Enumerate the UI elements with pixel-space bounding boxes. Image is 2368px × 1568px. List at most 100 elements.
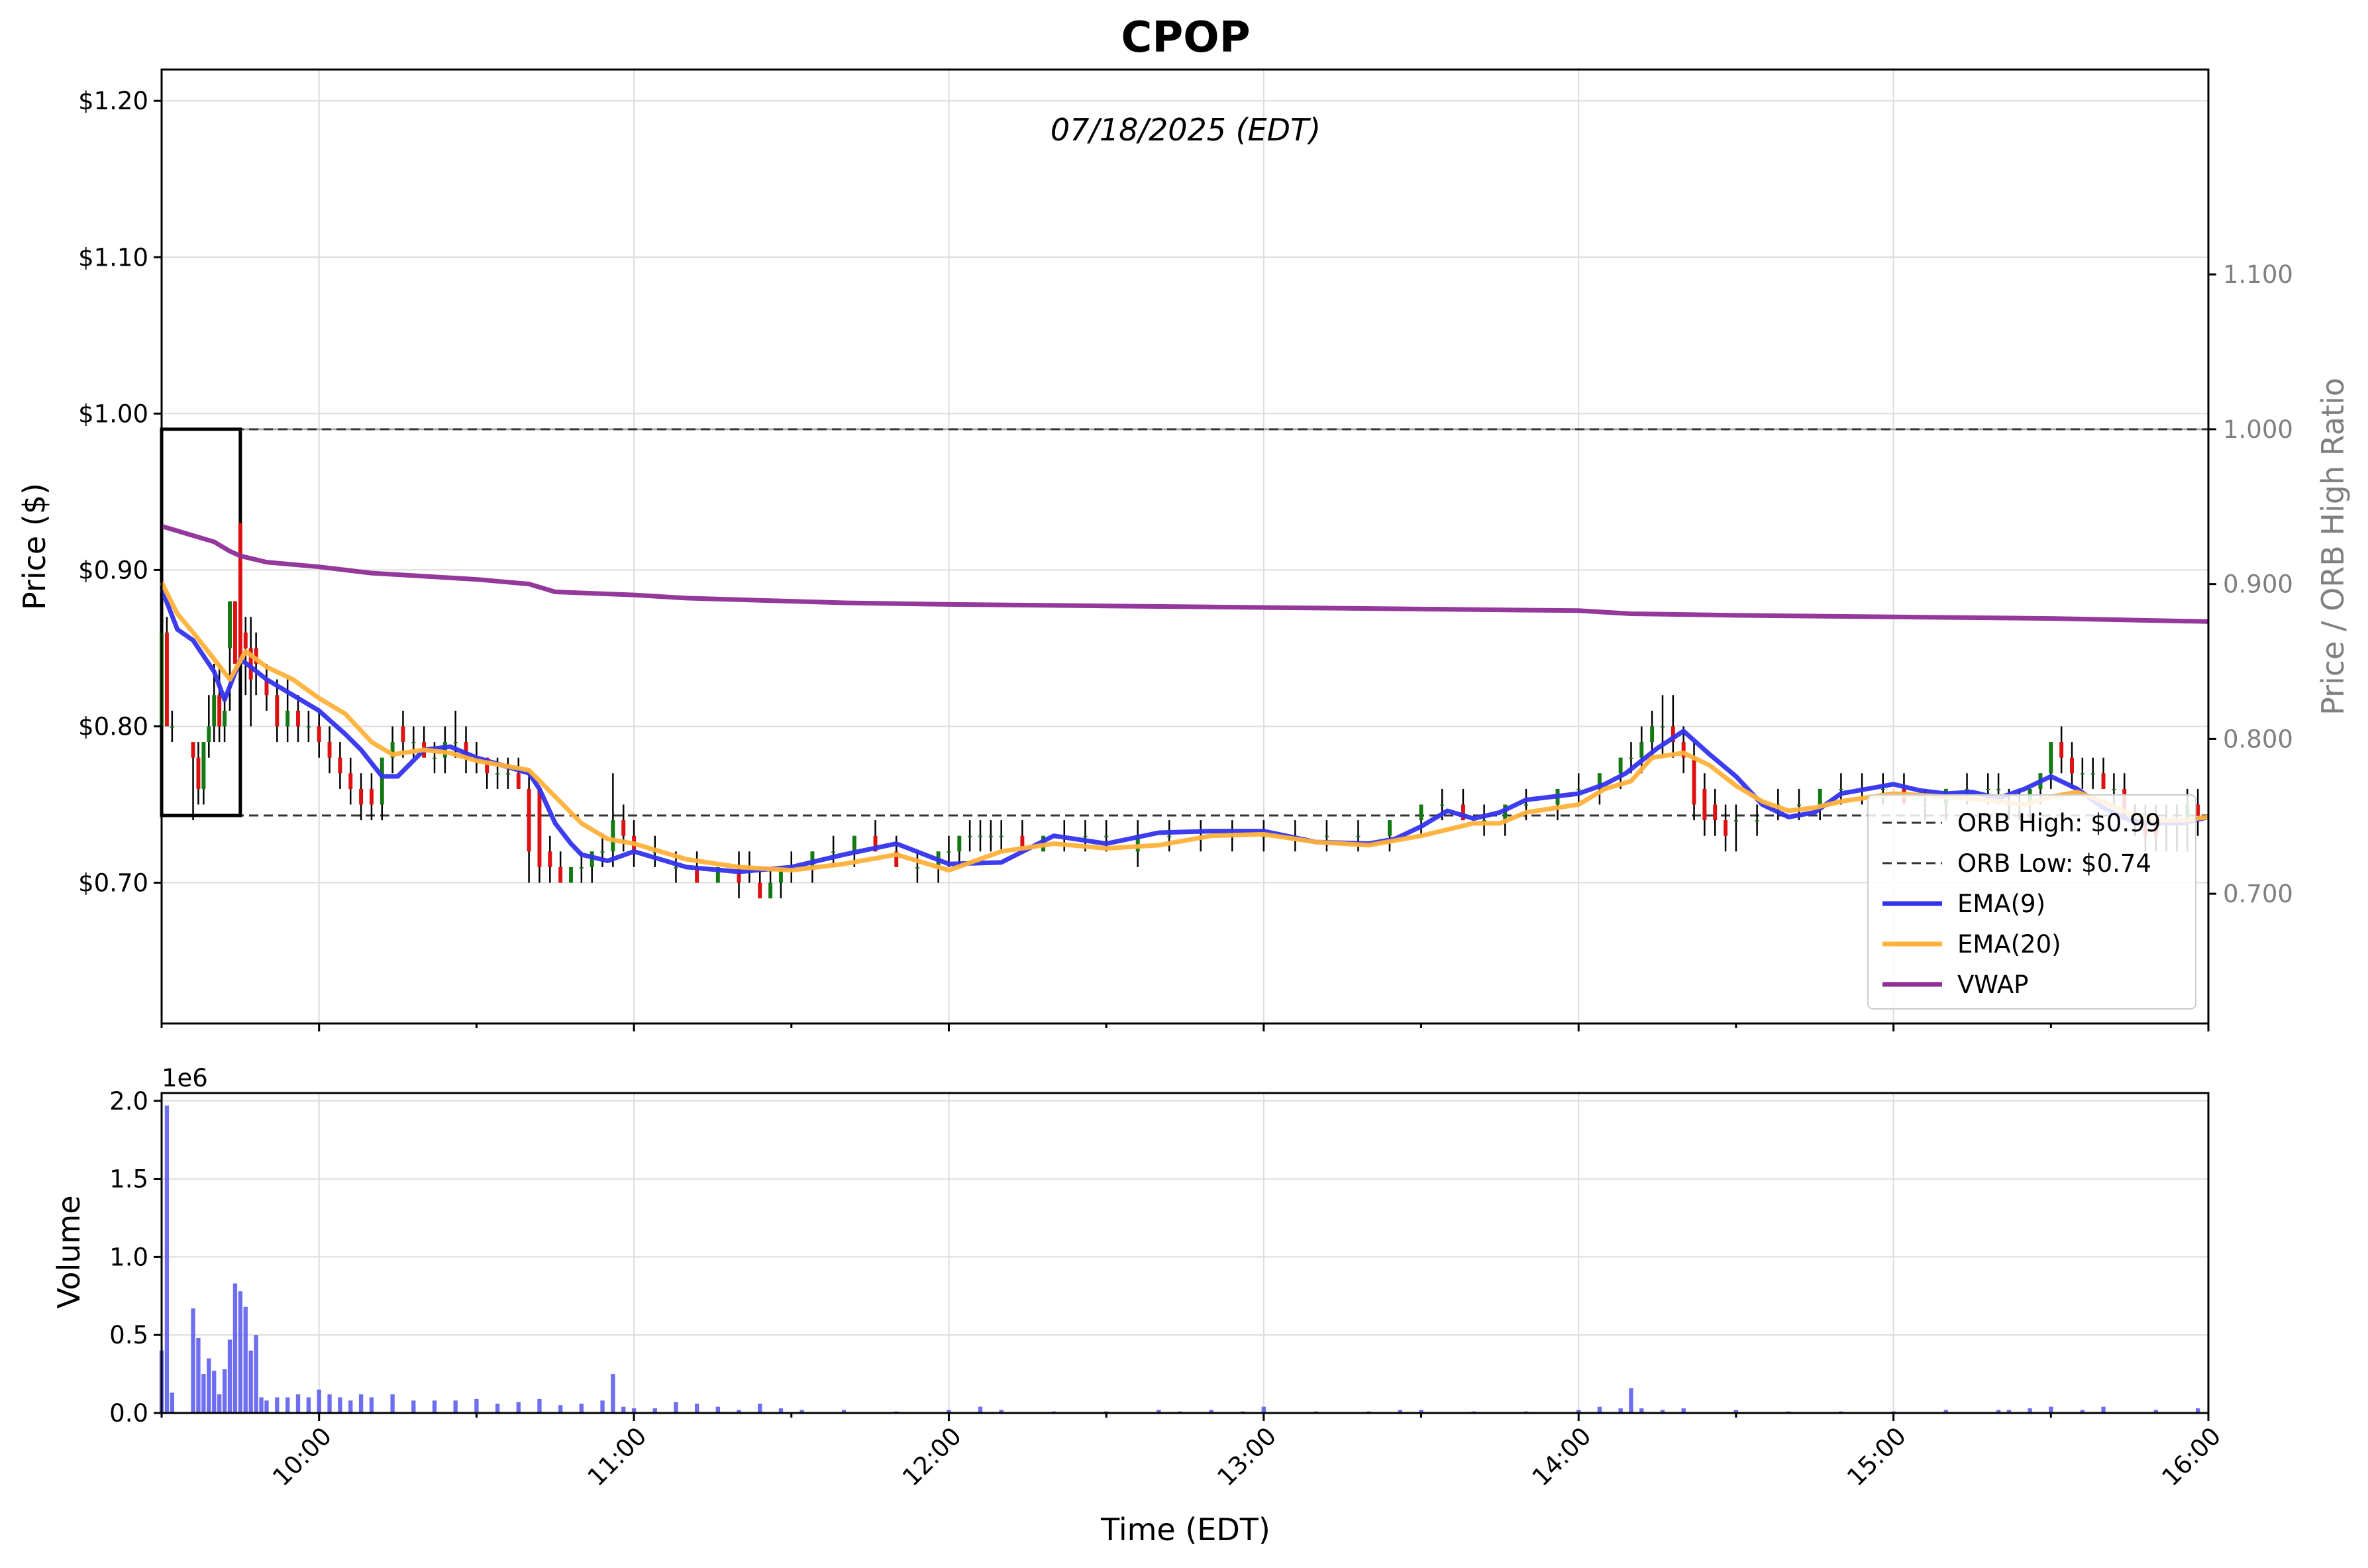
candle-body bbox=[999, 835, 1004, 837]
volume-bar bbox=[611, 1374, 615, 1413]
volume-bar bbox=[1681, 1408, 1686, 1413]
volume-bar bbox=[317, 1389, 321, 1413]
candle-body bbox=[228, 601, 232, 649]
volume-bar bbox=[600, 1400, 605, 1413]
volume-bar bbox=[1733, 1410, 1739, 1413]
candle-body bbox=[232, 601, 237, 664]
candle-body bbox=[947, 851, 951, 853]
volume-bar bbox=[1419, 1410, 1423, 1413]
volume-bar bbox=[259, 1397, 264, 1413]
candle-body bbox=[1639, 742, 1644, 758]
volume-bar bbox=[306, 1397, 311, 1413]
candle-body bbox=[1681, 742, 1686, 758]
candle-body bbox=[196, 757, 201, 789]
candle-body bbox=[527, 788, 531, 852]
volume-bar bbox=[2195, 1408, 2200, 1413]
volume-grid bbox=[162, 1093, 2209, 1414]
ratio-y-tick-label: 0.900 bbox=[2223, 570, 2293, 599]
candle-body bbox=[1440, 804, 1445, 806]
ratio-y-tick-label: 0.800 bbox=[2223, 725, 2293, 753]
volume-bar bbox=[232, 1283, 238, 1413]
candle-body bbox=[411, 742, 416, 744]
x-axis-title: Time (EDT) bbox=[1100, 1512, 1270, 1547]
candle-body bbox=[2049, 742, 2053, 774]
volume-bar bbox=[1943, 1410, 1949, 1413]
volume-bar bbox=[275, 1397, 280, 1413]
candle-body bbox=[674, 866, 678, 868]
volume-bar bbox=[841, 1410, 847, 1413]
volume-bar bbox=[295, 1394, 301, 1413]
price-y-tick-label: $1.20 bbox=[78, 87, 148, 115]
candle-body bbox=[223, 710, 227, 727]
x-tick-label: 16:00 bbox=[2157, 1422, 2227, 1492]
candle-body bbox=[191, 742, 195, 758]
legend: ORB High: $0.99 ORB Low: $0.74 EMA(9) EMA(2… bbox=[1867, 794, 2196, 1010]
ratio-y-tick-label: 0.700 bbox=[2223, 880, 2293, 908]
volume-y-tick-label: 1.0 bbox=[109, 1243, 148, 1271]
volume-y-tick-label: 1.5 bbox=[109, 1165, 148, 1194]
vwap-line bbox=[161, 523, 2209, 624]
price-y-tick-label: $0.80 bbox=[78, 712, 148, 741]
candle-body bbox=[1724, 820, 1728, 836]
volume-bar bbox=[1576, 1410, 1581, 1413]
candle-body bbox=[1167, 835, 1172, 837]
legend-label: ORB High: $0.99 bbox=[1957, 809, 2161, 837]
candle-body bbox=[1713, 804, 1718, 821]
candle-body bbox=[915, 866, 919, 868]
candle-body bbox=[968, 835, 972, 837]
volume-bar bbox=[1996, 1410, 2001, 1413]
candle-body bbox=[380, 757, 384, 805]
ema-9-line bbox=[159, 588, 2209, 874]
volume-scale-label: 1e6 bbox=[162, 1064, 208, 1092]
candle-body bbox=[1692, 757, 1696, 805]
candle-body bbox=[1671, 726, 1675, 743]
reference-lines bbox=[160, 427, 2208, 817]
volume-bar bbox=[2028, 1408, 2032, 1413]
candle-body bbox=[1576, 788, 1581, 790]
volume-bar bbox=[947, 1410, 951, 1413]
candle-body bbox=[212, 695, 217, 727]
candle-body bbox=[495, 773, 500, 775]
price-y-tick-label: $1.10 bbox=[78, 243, 148, 272]
candle-body bbox=[485, 757, 489, 774]
ratio-axis-title: Price / ORB High Ratio bbox=[2315, 378, 2351, 715]
candle-body bbox=[873, 835, 878, 852]
candle-body bbox=[2196, 804, 2200, 821]
volume-bar bbox=[799, 1410, 804, 1413]
volume-bar bbox=[758, 1403, 762, 1413]
candle-body bbox=[433, 757, 437, 759]
volume-bar bbox=[558, 1405, 563, 1413]
candle-body bbox=[852, 835, 856, 852]
volume-bar bbox=[358, 1394, 364, 1413]
candle-body bbox=[537, 788, 542, 867]
candle-body bbox=[2101, 773, 2106, 789]
volume-bar bbox=[254, 1335, 258, 1413]
candle-body bbox=[164, 632, 169, 727]
ema-20-line bbox=[159, 581, 2209, 873]
candle-body bbox=[248, 648, 253, 680]
candle-body bbox=[170, 726, 174, 728]
candle-body bbox=[401, 726, 405, 743]
candle-body bbox=[758, 882, 762, 899]
candle-body bbox=[453, 742, 458, 744]
candle-body bbox=[217, 695, 222, 727]
volume-bar bbox=[1209, 1410, 1213, 1413]
volume-bar bbox=[227, 1339, 232, 1413]
x-tick-label: 10:00 bbox=[267, 1422, 337, 1492]
candle-body bbox=[1419, 804, 1423, 821]
candle-body bbox=[1618, 757, 1623, 774]
candle-body bbox=[207, 726, 211, 743]
volume-bar bbox=[264, 1400, 269, 1413]
volume-bar bbox=[1660, 1410, 1665, 1413]
legend-label: EMA(9) bbox=[1957, 890, 2045, 918]
volume-bar bbox=[2006, 1410, 2012, 1413]
x-tick-label: 13:00 bbox=[1211, 1422, 1282, 1492]
chart-subtitle: 07/18/2025 (EDT) bbox=[1051, 112, 1321, 148]
volume-bar bbox=[652, 1408, 657, 1413]
volume-bar bbox=[1618, 1408, 1623, 1413]
panel-frames bbox=[160, 68, 2210, 1414]
volume-bar bbox=[164, 1105, 170, 1413]
x-tick-label: 14:00 bbox=[1527, 1422, 1597, 1492]
